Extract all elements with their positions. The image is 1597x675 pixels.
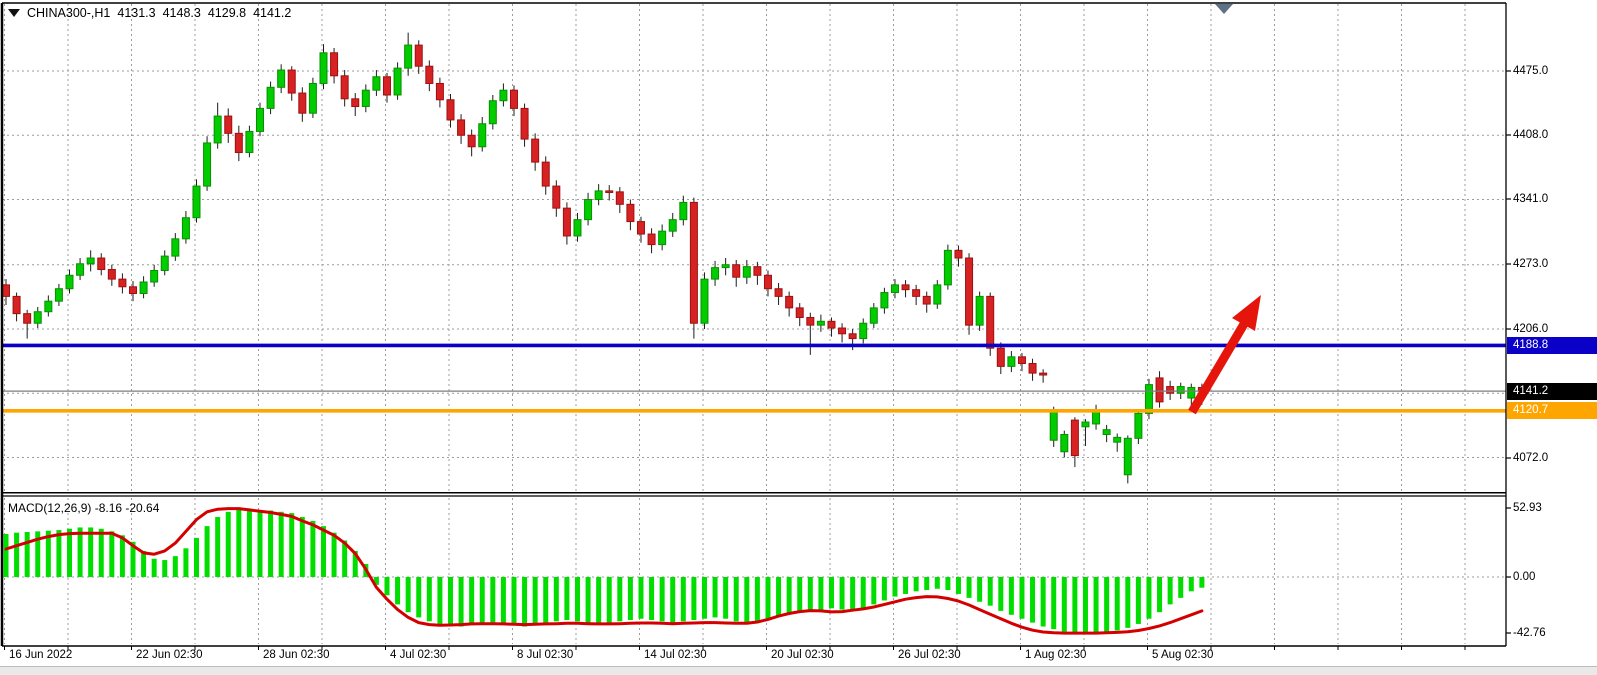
- time-axis-label: 22 Jun 02:30: [136, 649, 203, 661]
- time-axis-label: 26 Jul 02:30: [898, 649, 961, 661]
- macd-tick-label: 52.93: [1513, 502, 1542, 514]
- macd-signal-line: [4, 507, 1204, 635]
- price-tick-label: 4072.0: [1513, 452, 1549, 464]
- symbol-name: CHINA300-,H1: [27, 6, 111, 20]
- price-tick-label: 4341.0: [1513, 193, 1549, 205]
- chart-frame: [0, 2, 1511, 647]
- time-axis-label: 16 Jun 2022: [9, 649, 73, 661]
- price-tick-label: 4206.0: [1513, 323, 1549, 335]
- time-axis-label: 8 Jul 02:30: [517, 649, 574, 661]
- time-axis-label: 1 Aug 02:30: [1025, 649, 1087, 661]
- time-axis-label: 28 Jun 02:30: [263, 649, 330, 661]
- horizontal-lines[interactable]: [2, 343, 1506, 413]
- price-tick-label: 4273.0: [1513, 258, 1549, 270]
- trend-arrow[interactable]: [1188, 295, 1261, 415]
- time-axis-label: 4 Jul 02:30: [390, 649, 447, 661]
- ohlc-high: 4148.3: [162, 6, 201, 20]
- price-tag-current: 4141.2: [1507, 382, 1597, 400]
- indicator-label: MACD(12,26,9) -8.16 -20.64: [8, 501, 160, 515]
- ohlc-low: 4129.8: [207, 6, 247, 20]
- chart-header: CHINA300-,H1 4131.3 4148.3 4129.8 4141.2: [8, 5, 291, 21]
- macd-histogram: [3, 508, 1205, 633]
- ohlc-open: 4131.3: [117, 6, 156, 20]
- price-tick-label: 4408.0: [1513, 129, 1549, 141]
- price-tag-support: 4120.7: [1507, 402, 1597, 420]
- shift-marker-icon: [1215, 4, 1233, 14]
- time-axis-label: 14 Jul 02:30: [644, 649, 707, 661]
- macd-tick-label: -42.76: [1513, 627, 1546, 639]
- bottom-strip: [0, 666, 1597, 675]
- ohlc-close: 4141.2: [253, 6, 292, 20]
- time-axis-label: 5 Aug 02:30: [1152, 649, 1214, 661]
- price-tick-label: 4475.0: [1513, 65, 1549, 77]
- candles-group: [2, 32, 1206, 484]
- macd-tick-label: 0.00: [1513, 571, 1536, 583]
- symbol-dropdown-icon[interactable]: [8, 9, 20, 17]
- price-tag-resistance: 4188.8: [1507, 337, 1597, 354]
- time-axis-label: 20 Jul 02:30: [771, 649, 834, 661]
